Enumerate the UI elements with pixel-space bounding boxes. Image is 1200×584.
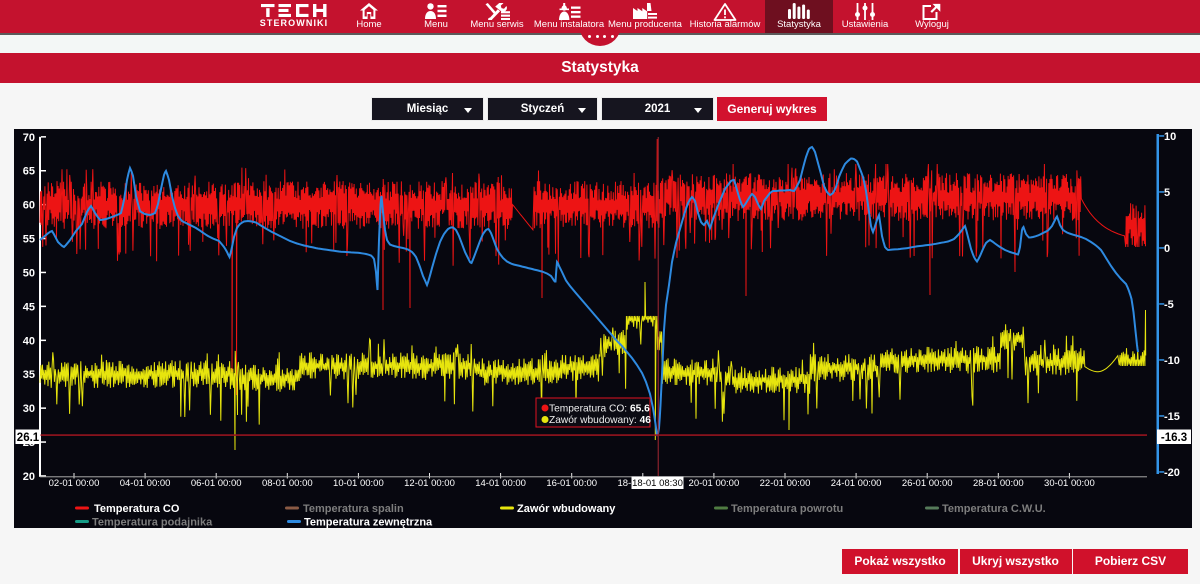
svg-text:10: 10: [1164, 131, 1176, 143]
svg-text:20: 20: [23, 471, 35, 483]
svg-text:65: 65: [23, 166, 35, 178]
svg-text:30: 30: [23, 403, 35, 415]
svg-text:0: 0: [1164, 243, 1170, 255]
svg-text:-16.3: -16.3: [1161, 432, 1187, 444]
svg-text:60: 60: [23, 200, 35, 212]
svg-text:70: 70: [23, 132, 35, 144]
svg-text:24-01 00:00: 24-01 00:00: [831, 478, 882, 489]
svg-text:-5: -5: [1164, 299, 1174, 311]
svg-text:-20: -20: [1164, 467, 1180, 479]
svg-text:55: 55: [23, 234, 35, 246]
svg-text:26-01 00:00: 26-01 00:00: [902, 478, 953, 489]
svg-text:28-01 00:00: 28-01 00:00: [973, 478, 1024, 489]
svg-text:Temperatura spalin: Temperatura spalin: [303, 503, 404, 515]
svg-text:06-01 00:00: 06-01 00:00: [191, 478, 242, 489]
svg-text:5: 5: [1164, 187, 1170, 199]
svg-text:Temperatura CO: 65.6: Temperatura CO: 65.6: [549, 404, 650, 415]
svg-text:22-01 00:00: 22-01 00:00: [760, 478, 811, 489]
svg-text:Temperatura zewnętrzna: Temperatura zewnętrzna: [304, 517, 433, 529]
svg-text:Temperatura podajnika: Temperatura podajnika: [92, 517, 213, 529]
svg-text:04-01 00:00: 04-01 00:00: [120, 478, 171, 489]
svg-text:02-01 00:00: 02-01 00:00: [49, 478, 100, 489]
svg-text:20-01 00:00: 20-01 00:00: [689, 478, 740, 489]
svg-text:50: 50: [23, 268, 35, 280]
svg-text:14-01 00:00: 14-01 00:00: [475, 478, 526, 489]
svg-text:-15: -15: [1164, 411, 1180, 423]
svg-text:Temperatura CO: Temperatura CO: [94, 503, 180, 515]
svg-text:-10: -10: [1164, 355, 1180, 367]
svg-text:08-01 00:00: 08-01 00:00: [262, 478, 313, 489]
svg-text:Temperatura C.W.U.: Temperatura C.W.U.: [942, 503, 1046, 515]
svg-text:30-01 00:00: 30-01 00:00: [1044, 478, 1095, 489]
svg-text:26.1: 26.1: [17, 432, 40, 444]
svg-text:45: 45: [23, 301, 35, 313]
svg-text:Temperatura powrotu: Temperatura powrotu: [731, 503, 843, 515]
svg-text:Zawór wbudowany: 46: Zawór wbudowany: 46: [549, 415, 651, 426]
svg-text:16-01 00:00: 16-01 00:00: [546, 478, 597, 489]
svg-text:35: 35: [23, 369, 35, 381]
svg-text:Zawór wbudowany: Zawór wbudowany: [517, 503, 616, 515]
svg-text:18-01 08:30: 18-01 08:30: [632, 478, 683, 489]
svg-text:40: 40: [23, 335, 35, 347]
svg-text:10-01 00:00: 10-01 00:00: [333, 478, 384, 489]
svg-text:12-01 00:00: 12-01 00:00: [404, 478, 455, 489]
